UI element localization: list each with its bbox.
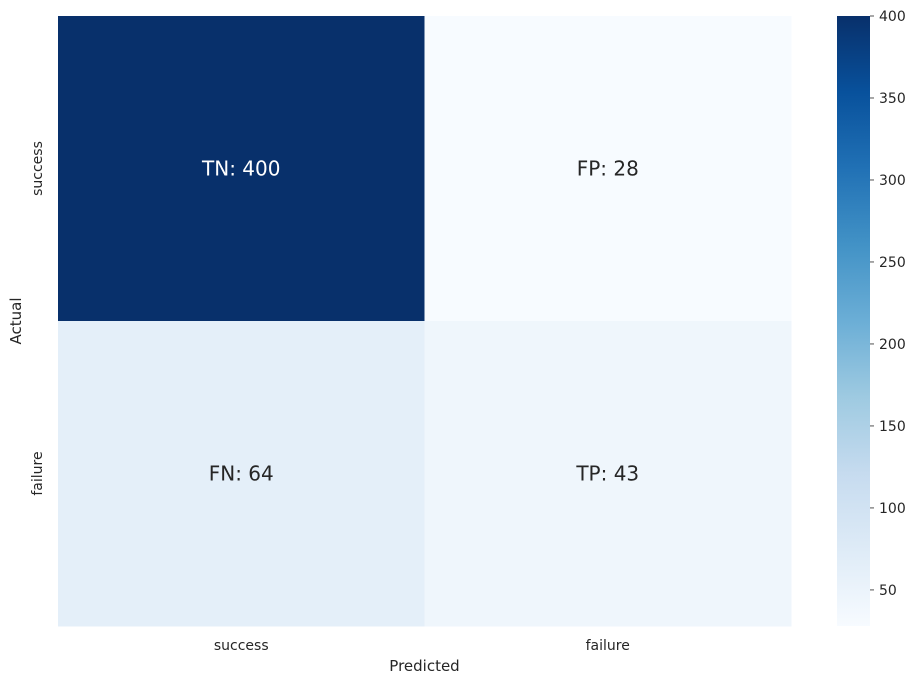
cell-annotation: FN: 64 [209,462,274,486]
colorbar-tick-label: 250 [879,255,906,271]
y-tick-label: success [30,141,46,196]
y-axis-label: Actual [7,298,25,345]
heatmap-cell [58,321,425,627]
cell-annotation: TP: 43 [575,462,639,486]
heatmap-cell [58,16,425,322]
colorbar-tick-label: 350 [879,91,906,107]
heatmap-cell [424,321,792,627]
cell-annotation: FP: 28 [577,157,639,181]
x-tick-labels: success failure [214,638,630,654]
colorbar-tick-label: 300 [879,173,906,189]
heatmap-cell [424,16,792,322]
colorbar-tick-label: 400 [879,9,906,25]
x-tick-label: success [214,638,269,654]
y-tick-label: failure [30,451,46,495]
colorbar-tick-label: 200 [879,337,906,353]
colorbar-tick-label: 150 [879,419,906,435]
cell-annotation: TN: 400 [201,157,280,181]
colorbar-tick-label: 50 [879,583,897,599]
heatmap-cells: TN: 400 FP: 28 FN: 64 TP: 43 [58,16,792,627]
x-tick-label: failure [586,638,630,654]
x-axis-label: Predicted [389,657,459,675]
colorbar-ticks: 50 100 150 200 250 300 350 400 [870,9,906,599]
y-tick-labels: success failure [30,141,46,496]
colorbar [837,16,870,626]
colorbar-tick-label: 100 [879,501,906,517]
